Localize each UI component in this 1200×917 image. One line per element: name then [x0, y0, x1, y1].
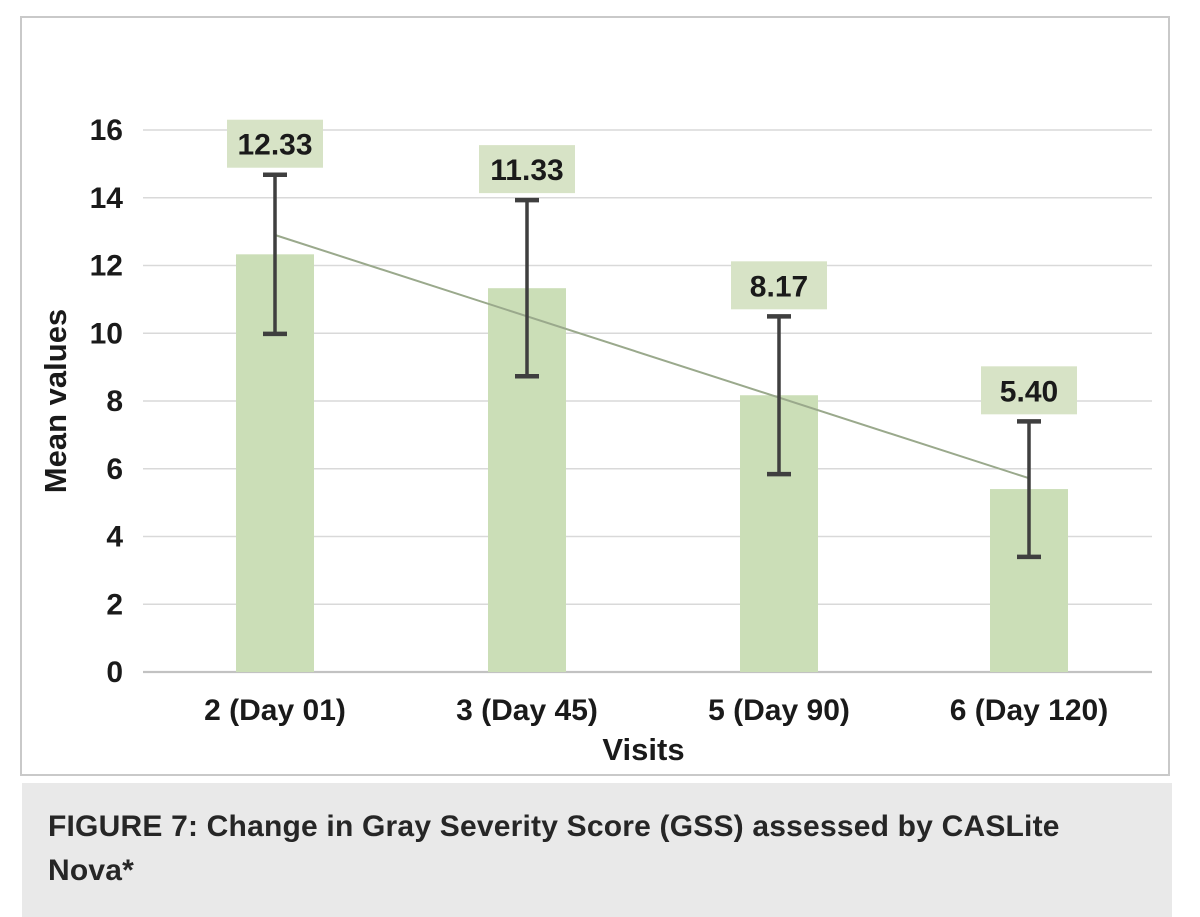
- data-label: 11.33: [490, 154, 563, 187]
- trendline: [274, 234, 1030, 480]
- data-label: 5.40: [1000, 375, 1058, 408]
- y-tick-label: 6: [106, 453, 123, 486]
- y-tick-label: 0: [106, 656, 123, 689]
- x-axis-title: Visits: [602, 732, 684, 767]
- x-tick-label: 3 (Day 45): [456, 694, 598, 727]
- y-tick-label: 10: [90, 317, 123, 350]
- data-label-box: [479, 145, 575, 194]
- data-label: 12.33: [237, 129, 312, 162]
- y-axis-title: Mean values: [38, 309, 73, 493]
- figure-caption: FIGURE 7: Change in Gray Severity Score …: [22, 783, 1172, 893]
- figure-caption-band: FIGURE 7: Change in Gray Severity Score …: [22, 783, 1172, 917]
- data-label-box: [731, 261, 827, 310]
- data-label: 8.17: [750, 270, 808, 303]
- data-label-box: [227, 119, 323, 168]
- y-tick-label: 16: [90, 114, 123, 147]
- x-tick-label: 5 (Day 90): [708, 694, 850, 727]
- bar-chart: 0 2 4 6 8 10 12 14 16 12.33 11.33 8.17 5.40 2 (Day 01…: [38, 114, 1152, 767]
- y-tick-label: 12: [90, 250, 123, 283]
- x-tick-label: 6 (Day 120): [950, 694, 1108, 727]
- y-tick-label: 8: [106, 385, 123, 418]
- y-tick-label: 14: [90, 182, 124, 215]
- chart-frame: 0 2 4 6 8 10 12 14 16 12.33 11.33 8.17 5.40 2 (Day 01…: [20, 16, 1170, 776]
- figure-caption-line2: Nova*: [48, 854, 135, 887]
- figure-caption-line1: FIGURE 7: Change in Gray Severity Score …: [48, 810, 1060, 843]
- y-tick-label: 4: [106, 521, 123, 554]
- y-tick-label: 2: [106, 588, 123, 621]
- data-label-box: [981, 366, 1077, 415]
- x-tick-label: 2 (Day 01): [204, 694, 346, 727]
